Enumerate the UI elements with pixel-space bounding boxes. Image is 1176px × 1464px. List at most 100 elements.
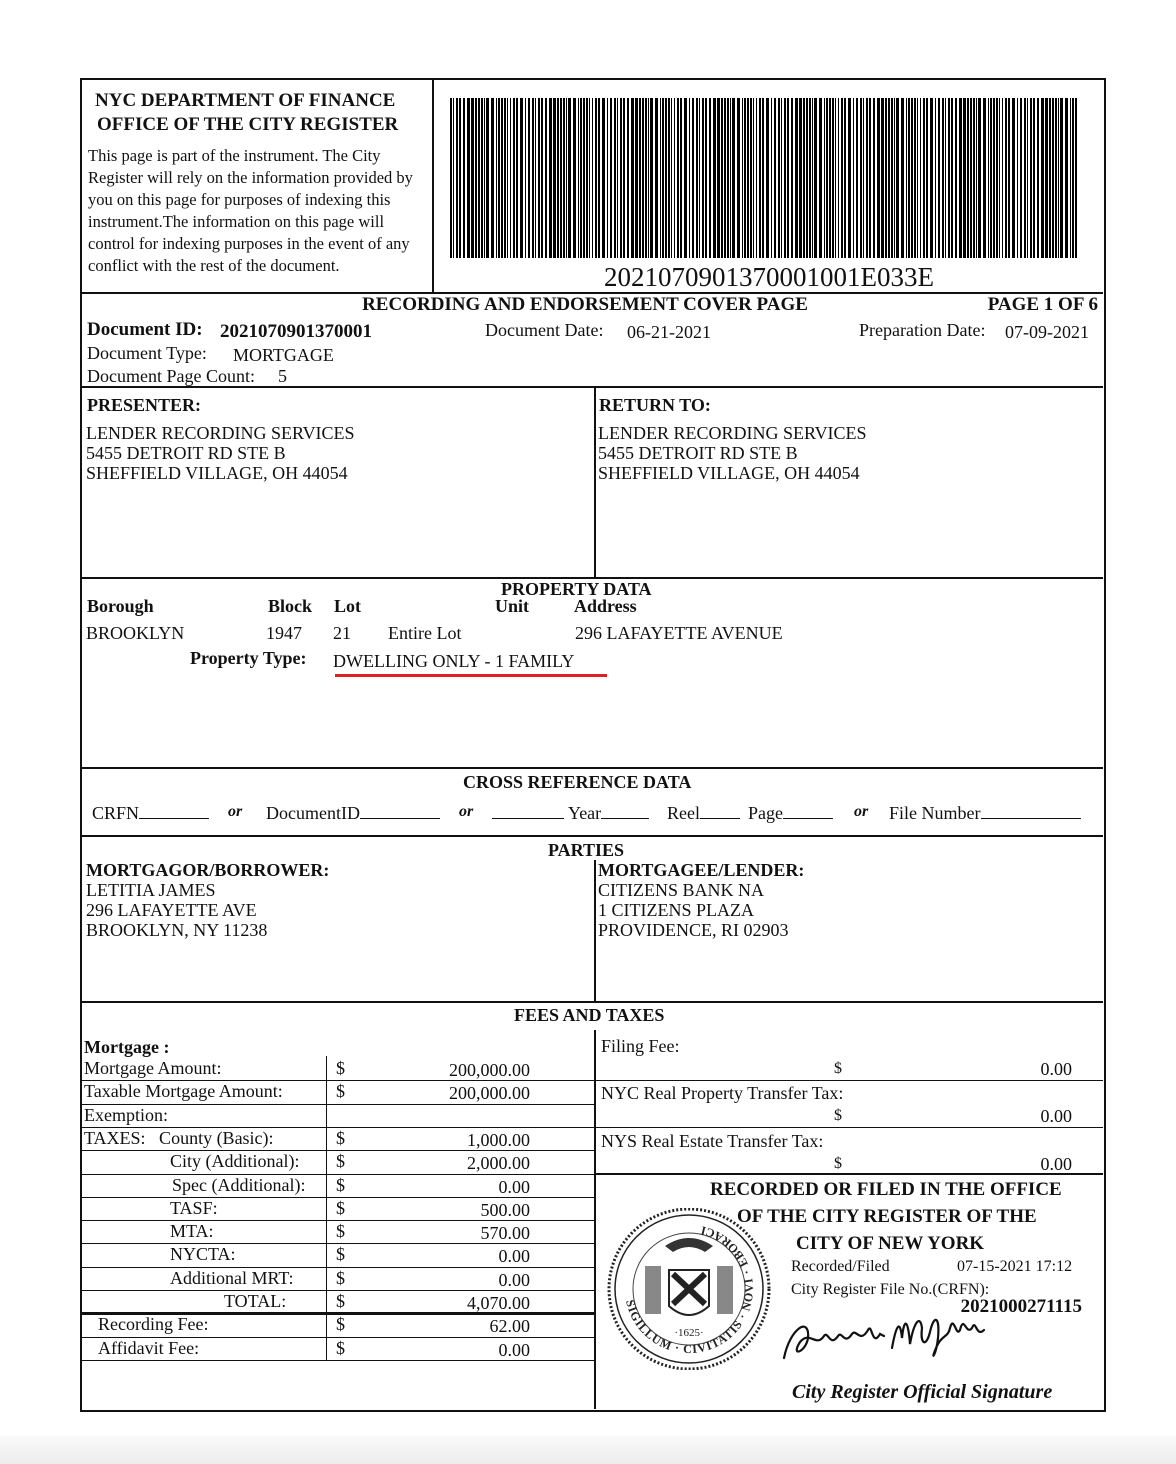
currency-symbol: $	[336, 1291, 345, 1311]
divider	[81, 292, 1103, 294]
barcode-bar	[573, 98, 576, 258]
divider	[81, 767, 1103, 769]
barcode-bar	[838, 98, 839, 258]
barcode-bar	[1058, 98, 1059, 258]
barcode-bar	[896, 98, 899, 258]
unit-header: Unit	[495, 596, 530, 616]
barcode-bar	[520, 98, 523, 258]
reel-field: Reel	[667, 802, 740, 823]
barcode-bar	[525, 98, 526, 258]
barcode-bar	[566, 98, 567, 258]
year-blank	[492, 802, 564, 819]
barcode-bar	[598, 98, 600, 258]
page-count-label: Document Page Count:	[87, 366, 255, 386]
borough: BROOKLYN	[86, 623, 185, 643]
currency-symbol: $	[336, 1197, 345, 1218]
barcode-bar	[863, 98, 864, 258]
barcode-bar	[1045, 98, 1048, 258]
file-number-blank	[980, 802, 1081, 819]
barcode-bar	[1052, 98, 1054, 258]
barcode-bar	[535, 98, 536, 258]
barcode-bar	[481, 98, 483, 258]
document-type-label: Document Type:	[87, 343, 207, 363]
fee-amount: 570.00	[480, 1223, 531, 1244]
file-number-field: File Number	[889, 802, 1081, 823]
barcode-bar	[973, 98, 975, 258]
barcode-bar	[942, 98, 944, 258]
lender-line: CITIZENS BANK NA	[598, 880, 764, 900]
return-to-line: LENDER RECORDING SERVICES	[598, 423, 867, 443]
page-label: Page	[748, 803, 783, 823]
barcode-bar	[450, 98, 452, 258]
barcode-bar	[787, 98, 789, 258]
barcode-bar	[692, 98, 694, 258]
barcode-bar	[732, 98, 735, 258]
barcode-bar	[563, 98, 565, 258]
currency-symbol: $	[336, 1221, 345, 1242]
barcode-bar	[578, 98, 579, 258]
property-type-label: Property Type:	[190, 648, 307, 668]
barcode-bar	[668, 98, 670, 258]
barcode-bar	[538, 98, 540, 258]
currency-symbol: $	[834, 1060, 842, 1077]
currency-symbol: $	[834, 1107, 842, 1124]
barcode-bar	[580, 98, 582, 258]
row-divider	[81, 1103, 595, 1105]
barcode-bar	[948, 98, 950, 258]
fee-amount: 2,000.00	[467, 1153, 530, 1174]
barcode-bar	[747, 98, 749, 258]
barcode-bar	[970, 98, 972, 258]
barcode-bar	[999, 98, 1000, 258]
return-to-line: 5455 DETROIT RD STE B	[598, 443, 798, 463]
barcode-bar	[976, 98, 977, 258]
barcode-bar	[645, 98, 647, 258]
barcode-bar	[501, 98, 503, 258]
document-id-label: Document ID:	[87, 319, 203, 340]
barcode-bar	[809, 98, 811, 258]
divider	[81, 386, 1103, 388]
barcode-bar	[528, 98, 530, 258]
barcode-bar	[774, 98, 776, 258]
presenter-line: 5455 DETROIT RD STE B	[86, 443, 286, 463]
svg-text:·1625·: ·1625·	[674, 1327, 703, 1339]
barcode-bar	[595, 98, 597, 258]
divider	[594, 860, 596, 1002]
barcode-bar	[762, 98, 764, 258]
fee-amount: 0.00	[498, 1269, 531, 1290]
fee-label: Exemption:	[84, 1104, 168, 1125]
signature-caption: City Register Official Signature	[792, 1381, 1053, 1403]
barcode-bar	[814, 98, 817, 258]
barcode-bar	[806, 98, 808, 258]
fee-label: NYCTA:	[170, 1244, 236, 1265]
presenter-label: PRESENTER:	[87, 395, 202, 415]
transfer-fee-label: NYC Real Property Transfer Tax:	[601, 1083, 844, 1103]
dept-name: NYC DEPARTMENT OF FINANCE	[95, 90, 396, 111]
fees-title: FEES AND TAXES	[514, 1005, 665, 1025]
barcode-bar	[486, 98, 489, 258]
fee-amount: 0.00	[498, 1246, 531, 1267]
barcode-bar	[951, 98, 953, 258]
barcode-bar	[648, 98, 649, 258]
barcode-bar	[709, 98, 711, 258]
barcode-bar	[742, 98, 743, 258]
office-name: OFFICE OF THE CITY REGISTER	[97, 114, 399, 135]
barcode-bar	[881, 98, 884, 258]
barcode-bar	[589, 98, 590, 258]
barcode-bar	[753, 98, 754, 258]
currency-symbol: $	[336, 1174, 345, 1195]
barcode-bar	[721, 98, 723, 258]
barcode-bar	[610, 98, 612, 258]
preparation-date: 07-09-2021	[1005, 322, 1089, 342]
property-address: 296 LAFAYETTE AVENUE	[575, 623, 783, 643]
barcode-bar	[557, 98, 559, 258]
reel-label: Reel	[667, 803, 700, 823]
fee-amount: 62.00	[489, 1316, 531, 1337]
viewer-bottom-band	[0, 1436, 1176, 1464]
barcode-bar	[491, 98, 494, 258]
transfer-fee-amount: 0.00	[1040, 1106, 1073, 1126]
property-type: DWELLING ONLY - 1 FAMILY	[333, 651, 575, 671]
lot: 21	[333, 623, 351, 643]
year-value-blank	[601, 802, 650, 819]
barcode-bar	[812, 98, 813, 258]
crfn-number: 2021000271115	[960, 1296, 1082, 1317]
